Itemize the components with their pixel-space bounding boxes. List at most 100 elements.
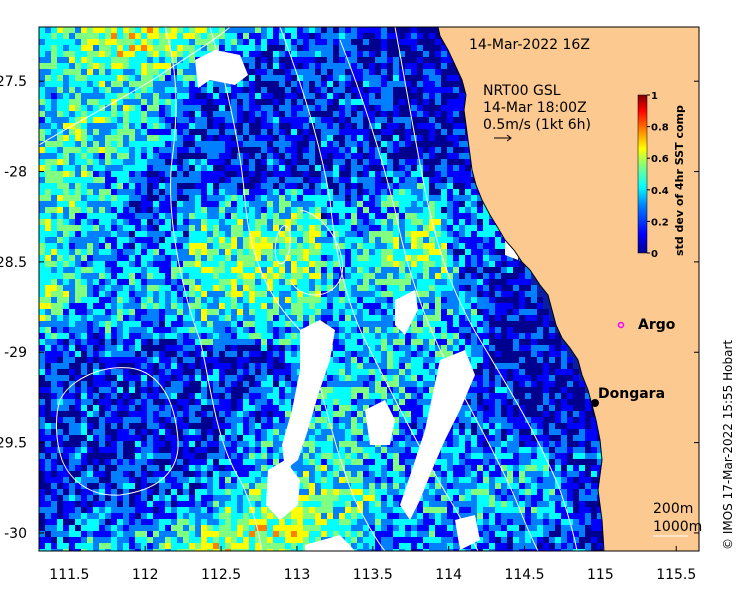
sst-pixel: [81, 57, 87, 63]
sst-pixel: [129, 369, 135, 375]
sst-pixel: [69, 267, 75, 273]
sst-pixel: [399, 87, 405, 93]
sst-pixel: [417, 63, 423, 69]
sst-pixel: [417, 315, 423, 321]
sst-pixel: [153, 291, 159, 297]
sst-pixel: [417, 135, 423, 141]
sst-pixel: [201, 393, 207, 399]
sst-pixel: [249, 39, 255, 45]
sst-pixel: [357, 45, 363, 51]
sst-pixel: [87, 237, 93, 243]
sst-pixel: [417, 177, 423, 183]
sst-pixel: [267, 207, 273, 213]
sst-pixel: [327, 63, 333, 69]
sst-pixel: [57, 219, 63, 225]
sst-pixel: [507, 381, 513, 387]
sst-pixel: [417, 243, 423, 249]
sst-pixel: [339, 177, 345, 183]
sst-pixel: [471, 333, 477, 339]
sst-pixel: [447, 291, 453, 297]
sst-pixel: [357, 321, 363, 327]
sst-pixel: [459, 237, 465, 243]
sst-pixel: [183, 315, 189, 321]
map-area[interactable]: [39, 27, 699, 555]
sst-pixel: [39, 63, 45, 69]
sst-pixel: [171, 279, 177, 285]
sst-pixel: [51, 255, 57, 261]
sst-pixel: [459, 171, 465, 177]
sst-pixel: [93, 357, 99, 363]
sst-pixel: [477, 339, 483, 345]
sst-pixel: [189, 321, 195, 327]
sst-pixel: [435, 183, 441, 189]
sst-pixel: [375, 309, 381, 315]
sst-pixel: [273, 105, 279, 111]
sst-pixel: [285, 369, 291, 375]
sst-pixel: [387, 27, 393, 33]
sst-pixel: [543, 333, 549, 339]
sst-pixel: [267, 351, 273, 357]
sst-pixel: [237, 315, 243, 321]
sst-pixel: [171, 201, 177, 207]
sst-pixel: [447, 345, 453, 351]
sst-pixel: [147, 111, 153, 117]
sst-pixel: [267, 267, 273, 273]
sst-pixel: [417, 321, 423, 327]
sst-pixel: [237, 309, 243, 315]
sst-pixel: [513, 345, 519, 351]
sst-pixel: [93, 39, 99, 45]
sst-pixel: [405, 183, 411, 189]
sst-pixel: [351, 285, 357, 291]
sst-pixel: [249, 309, 255, 315]
sst-pixel: [231, 225, 237, 231]
sst-pixel: [63, 363, 69, 369]
sst-pixel: [525, 333, 531, 339]
sst-pixel: [69, 87, 75, 93]
sst-pixel: [447, 297, 453, 303]
sst-pixel: [57, 195, 63, 201]
sst-pixel: [117, 45, 123, 51]
sst-pixel: [405, 351, 411, 357]
sst-pixel: [483, 273, 489, 279]
sst-pixel: [243, 189, 249, 195]
sst-pixel: [267, 93, 273, 99]
sst-pixel: [333, 177, 339, 183]
sst-pixel: [369, 141, 375, 147]
sst-pixel: [291, 315, 297, 321]
sst-pixel: [345, 201, 351, 207]
sst-pixel: [237, 219, 243, 225]
sst-pixel: [39, 261, 45, 267]
sst-pixel: [447, 147, 453, 153]
sst-pixel: [417, 399, 423, 405]
sst-pixel: [273, 177, 279, 183]
sst-pixel: [225, 321, 231, 327]
sst-pixel: [153, 399, 159, 405]
sst-pixel: [87, 189, 93, 195]
sst-pixel: [93, 279, 99, 285]
sst-pixel: [243, 87, 249, 93]
sst-pixel: [249, 225, 255, 231]
sst-pixel: [273, 171, 279, 177]
sst-pixel: [81, 39, 87, 45]
sst-pixel: [249, 189, 255, 195]
sst-pixel: [57, 309, 63, 315]
sst-pixel: [411, 171, 417, 177]
sst-pixel: [357, 297, 363, 303]
sst-pixel: [495, 387, 501, 393]
sst-pixel: [141, 207, 147, 213]
sst-pixel: [345, 171, 351, 177]
sst-pixel: [117, 369, 123, 375]
sst-pixel: [135, 51, 141, 57]
sst-pixel: [201, 99, 207, 105]
sst-pixel: [435, 177, 441, 183]
sst-pixel: [339, 27, 345, 33]
sst-pixel: [429, 369, 435, 375]
sst-pixel: [435, 153, 441, 159]
sst-pixel: [345, 135, 351, 141]
sst-pixel: [285, 363, 291, 369]
sst-pixel: [435, 27, 441, 33]
sst-pixel: [183, 105, 189, 111]
sst-pixel: [129, 237, 135, 243]
sst-pixel: [393, 219, 399, 225]
sst-pixel: [39, 399, 45, 405]
